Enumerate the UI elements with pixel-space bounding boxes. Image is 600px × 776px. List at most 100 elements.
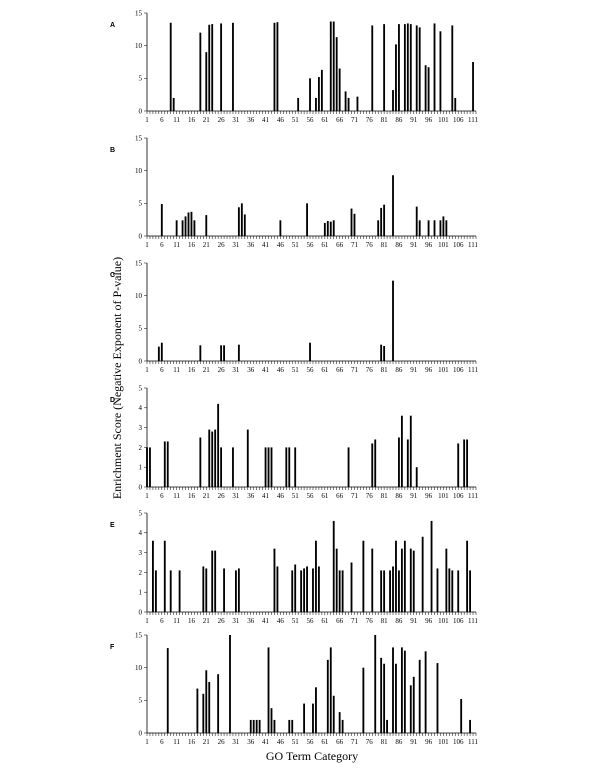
x-tick-label: 66 bbox=[336, 738, 344, 746]
bar bbox=[211, 431, 214, 487]
bar bbox=[392, 647, 394, 733]
x-axis-title: GO Term Category bbox=[266, 749, 358, 763]
x-tick-label: 41 bbox=[262, 241, 270, 249]
x-tick-label: 6 bbox=[160, 241, 164, 249]
bar bbox=[303, 568, 306, 612]
y-tick-label: 10 bbox=[135, 292, 143, 300]
bar bbox=[315, 687, 317, 733]
x-tick-label: 86 bbox=[395, 617, 403, 625]
bar bbox=[237, 344, 240, 361]
x-tick-label: 26 bbox=[218, 492, 226, 500]
x-tick-label: 46 bbox=[277, 738, 285, 746]
bar bbox=[326, 220, 329, 236]
bar bbox=[386, 719, 388, 733]
bar bbox=[383, 570, 386, 612]
x-tick-label: 61 bbox=[321, 116, 329, 124]
bar bbox=[380, 344, 383, 361]
x-tick-label: 106 bbox=[453, 617, 464, 625]
bar bbox=[392, 566, 394, 612]
x-tick-label: 21 bbox=[203, 738, 211, 746]
x-tick-label: 11 bbox=[173, 366, 180, 374]
bar bbox=[312, 703, 314, 733]
bar bbox=[178, 570, 181, 612]
bar bbox=[347, 447, 350, 487]
x-tick-label: 91 bbox=[410, 116, 418, 124]
x-tick-label: 16 bbox=[188, 116, 196, 124]
x-tick-label: 41 bbox=[262, 116, 270, 124]
x-tick-label: 21 bbox=[203, 617, 211, 625]
x-tick-label: 51 bbox=[292, 738, 300, 746]
y-tick-label: 1 bbox=[139, 589, 143, 597]
x-tick-label: 61 bbox=[321, 738, 329, 746]
y-tick-label: 0 bbox=[139, 232, 143, 240]
bar bbox=[418, 27, 421, 111]
y-tick-label: 1 bbox=[139, 464, 143, 472]
bar bbox=[377, 220, 380, 236]
x-tick-label: 96 bbox=[425, 241, 433, 249]
x-tick-label: 81 bbox=[381, 241, 389, 249]
x-tick-label: 36 bbox=[247, 738, 255, 746]
panel-label: F bbox=[110, 644, 115, 651]
bar bbox=[323, 222, 326, 236]
bar bbox=[270, 708, 273, 733]
bar bbox=[418, 659, 421, 733]
bar bbox=[395, 540, 397, 612]
x-tick-label: 86 bbox=[395, 241, 403, 249]
bar bbox=[291, 719, 294, 733]
bar bbox=[466, 540, 469, 612]
x-tick-label: 71 bbox=[351, 116, 359, 124]
x-tick-label: 66 bbox=[336, 366, 344, 374]
x-tick-label: 21 bbox=[203, 116, 211, 124]
x-tick-label: 41 bbox=[262, 366, 270, 374]
bar bbox=[223, 345, 225, 361]
y-tick-label: 0 bbox=[139, 107, 143, 115]
x-tick-label: 81 bbox=[381, 116, 389, 124]
bar bbox=[276, 566, 279, 612]
bar bbox=[149, 447, 151, 487]
x-tick-label: 1 bbox=[145, 492, 149, 500]
x-tick-label: 71 bbox=[351, 492, 359, 500]
bar bbox=[433, 23, 436, 112]
bar bbox=[356, 96, 359, 111]
x-tick-label: 6 bbox=[160, 738, 164, 746]
bar bbox=[315, 540, 317, 612]
y-tick-label: 5 bbox=[139, 325, 143, 333]
x-tick-label: 81 bbox=[381, 617, 389, 625]
bar bbox=[338, 712, 341, 733]
bar bbox=[223, 568, 225, 612]
x-tick-label: 61 bbox=[321, 492, 329, 500]
x-tick-label: 101 bbox=[438, 492, 449, 500]
y-tick-label: 3 bbox=[139, 549, 143, 557]
bar bbox=[445, 220, 448, 236]
bar bbox=[237, 568, 240, 612]
x-tick-label: 36 bbox=[247, 241, 255, 249]
bar bbox=[205, 670, 208, 733]
y-tick-label: 15 bbox=[135, 631, 143, 639]
bar bbox=[270, 447, 273, 487]
x-tick-label: 86 bbox=[395, 116, 403, 124]
bar bbox=[273, 22, 276, 111]
bar bbox=[347, 97, 350, 111]
x-tick-label: 6 bbox=[160, 617, 164, 625]
bar bbox=[442, 216, 445, 236]
bar bbox=[380, 657, 383, 733]
bar bbox=[383, 24, 386, 111]
bar bbox=[220, 345, 223, 361]
bar bbox=[350, 208, 353, 236]
bar bbox=[332, 21, 335, 112]
x-tick-label: 36 bbox=[247, 116, 255, 124]
x-tick-label: 41 bbox=[262, 617, 270, 625]
y-tick-label: 4 bbox=[139, 529, 143, 537]
x-tick-label: 106 bbox=[453, 366, 464, 374]
x-tick-label: 106 bbox=[453, 241, 464, 249]
x-tick-label: 101 bbox=[438, 241, 449, 249]
bar bbox=[398, 24, 400, 111]
y-tick-label: 5 bbox=[139, 75, 143, 83]
x-tick-label: 6 bbox=[160, 492, 164, 500]
